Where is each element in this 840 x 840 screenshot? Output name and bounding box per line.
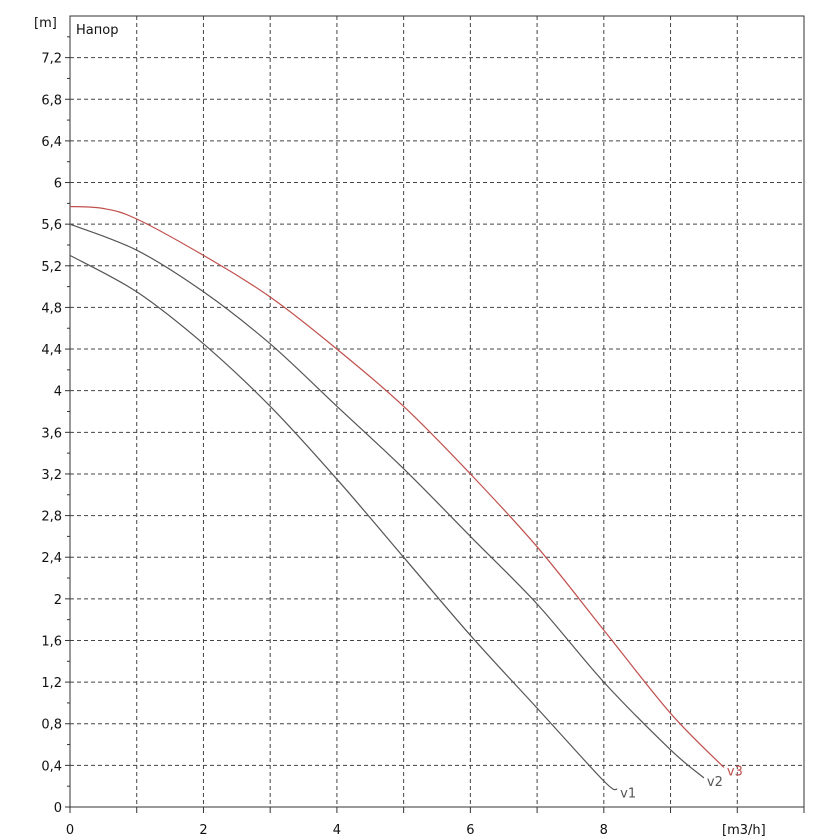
x-tick-label: 6 [466, 823, 474, 838]
y-tick-label: 7,2 [41, 52, 62, 67]
y-tick-label: 2 [54, 593, 62, 608]
y-tick-label: 0 [54, 801, 62, 816]
x-tick-label: 8 [600, 823, 608, 838]
labels: v1 v2 v3 [620, 764, 743, 801]
y-tick-label: 2,4 [41, 551, 62, 566]
series-label-v3: v3 [727, 764, 743, 779]
y-tick-label: 4,8 [41, 301, 62, 316]
x-tick-label: 2 [199, 823, 207, 838]
y-tick-label: 0,8 [41, 718, 62, 733]
grid [70, 16, 804, 807]
x-tick-label: 4 [333, 823, 341, 838]
y-tick-label: 6 [54, 177, 62, 192]
y-axis-label: [m] [34, 16, 57, 31]
y-tick-label: 0,4 [41, 759, 62, 774]
y-tick-label: 5,2 [41, 260, 62, 275]
y-tick-label: 4,4 [41, 343, 62, 358]
series-label-v2: v2 [707, 775, 723, 790]
y-tick-label: 6,8 [41, 93, 62, 108]
x-axis-label: [m3/h] [722, 823, 766, 838]
y-tick-label: 1,6 [41, 634, 62, 649]
series-lines [69, 205, 725, 791]
series-label-v1: v1 [620, 786, 636, 801]
series-line-v2 [69, 223, 705, 779]
series-line-v3 [69, 205, 725, 768]
y-tick-label: 4 [54, 385, 62, 400]
y-tick-label: 3,6 [41, 426, 62, 441]
x-tick-label: 0 [66, 823, 74, 838]
y-tick-label: 1,2 [41, 676, 62, 691]
y-tick-label: 6,4 [41, 135, 62, 150]
y-tick-label: 3,2 [41, 468, 62, 483]
y-tick-label: 2,8 [41, 510, 62, 525]
series-line-v1 [69, 254, 618, 791]
axes: 0 0,4 0,8 1,2 1,6 2 2,4 2,8 3,2 3,6 4 4,4 4,8 5,2 5,6 6… [41, 36, 805, 838]
y-tick-label: 5,6 [41, 218, 62, 233]
chart-header-label: Напор [76, 23, 118, 38]
